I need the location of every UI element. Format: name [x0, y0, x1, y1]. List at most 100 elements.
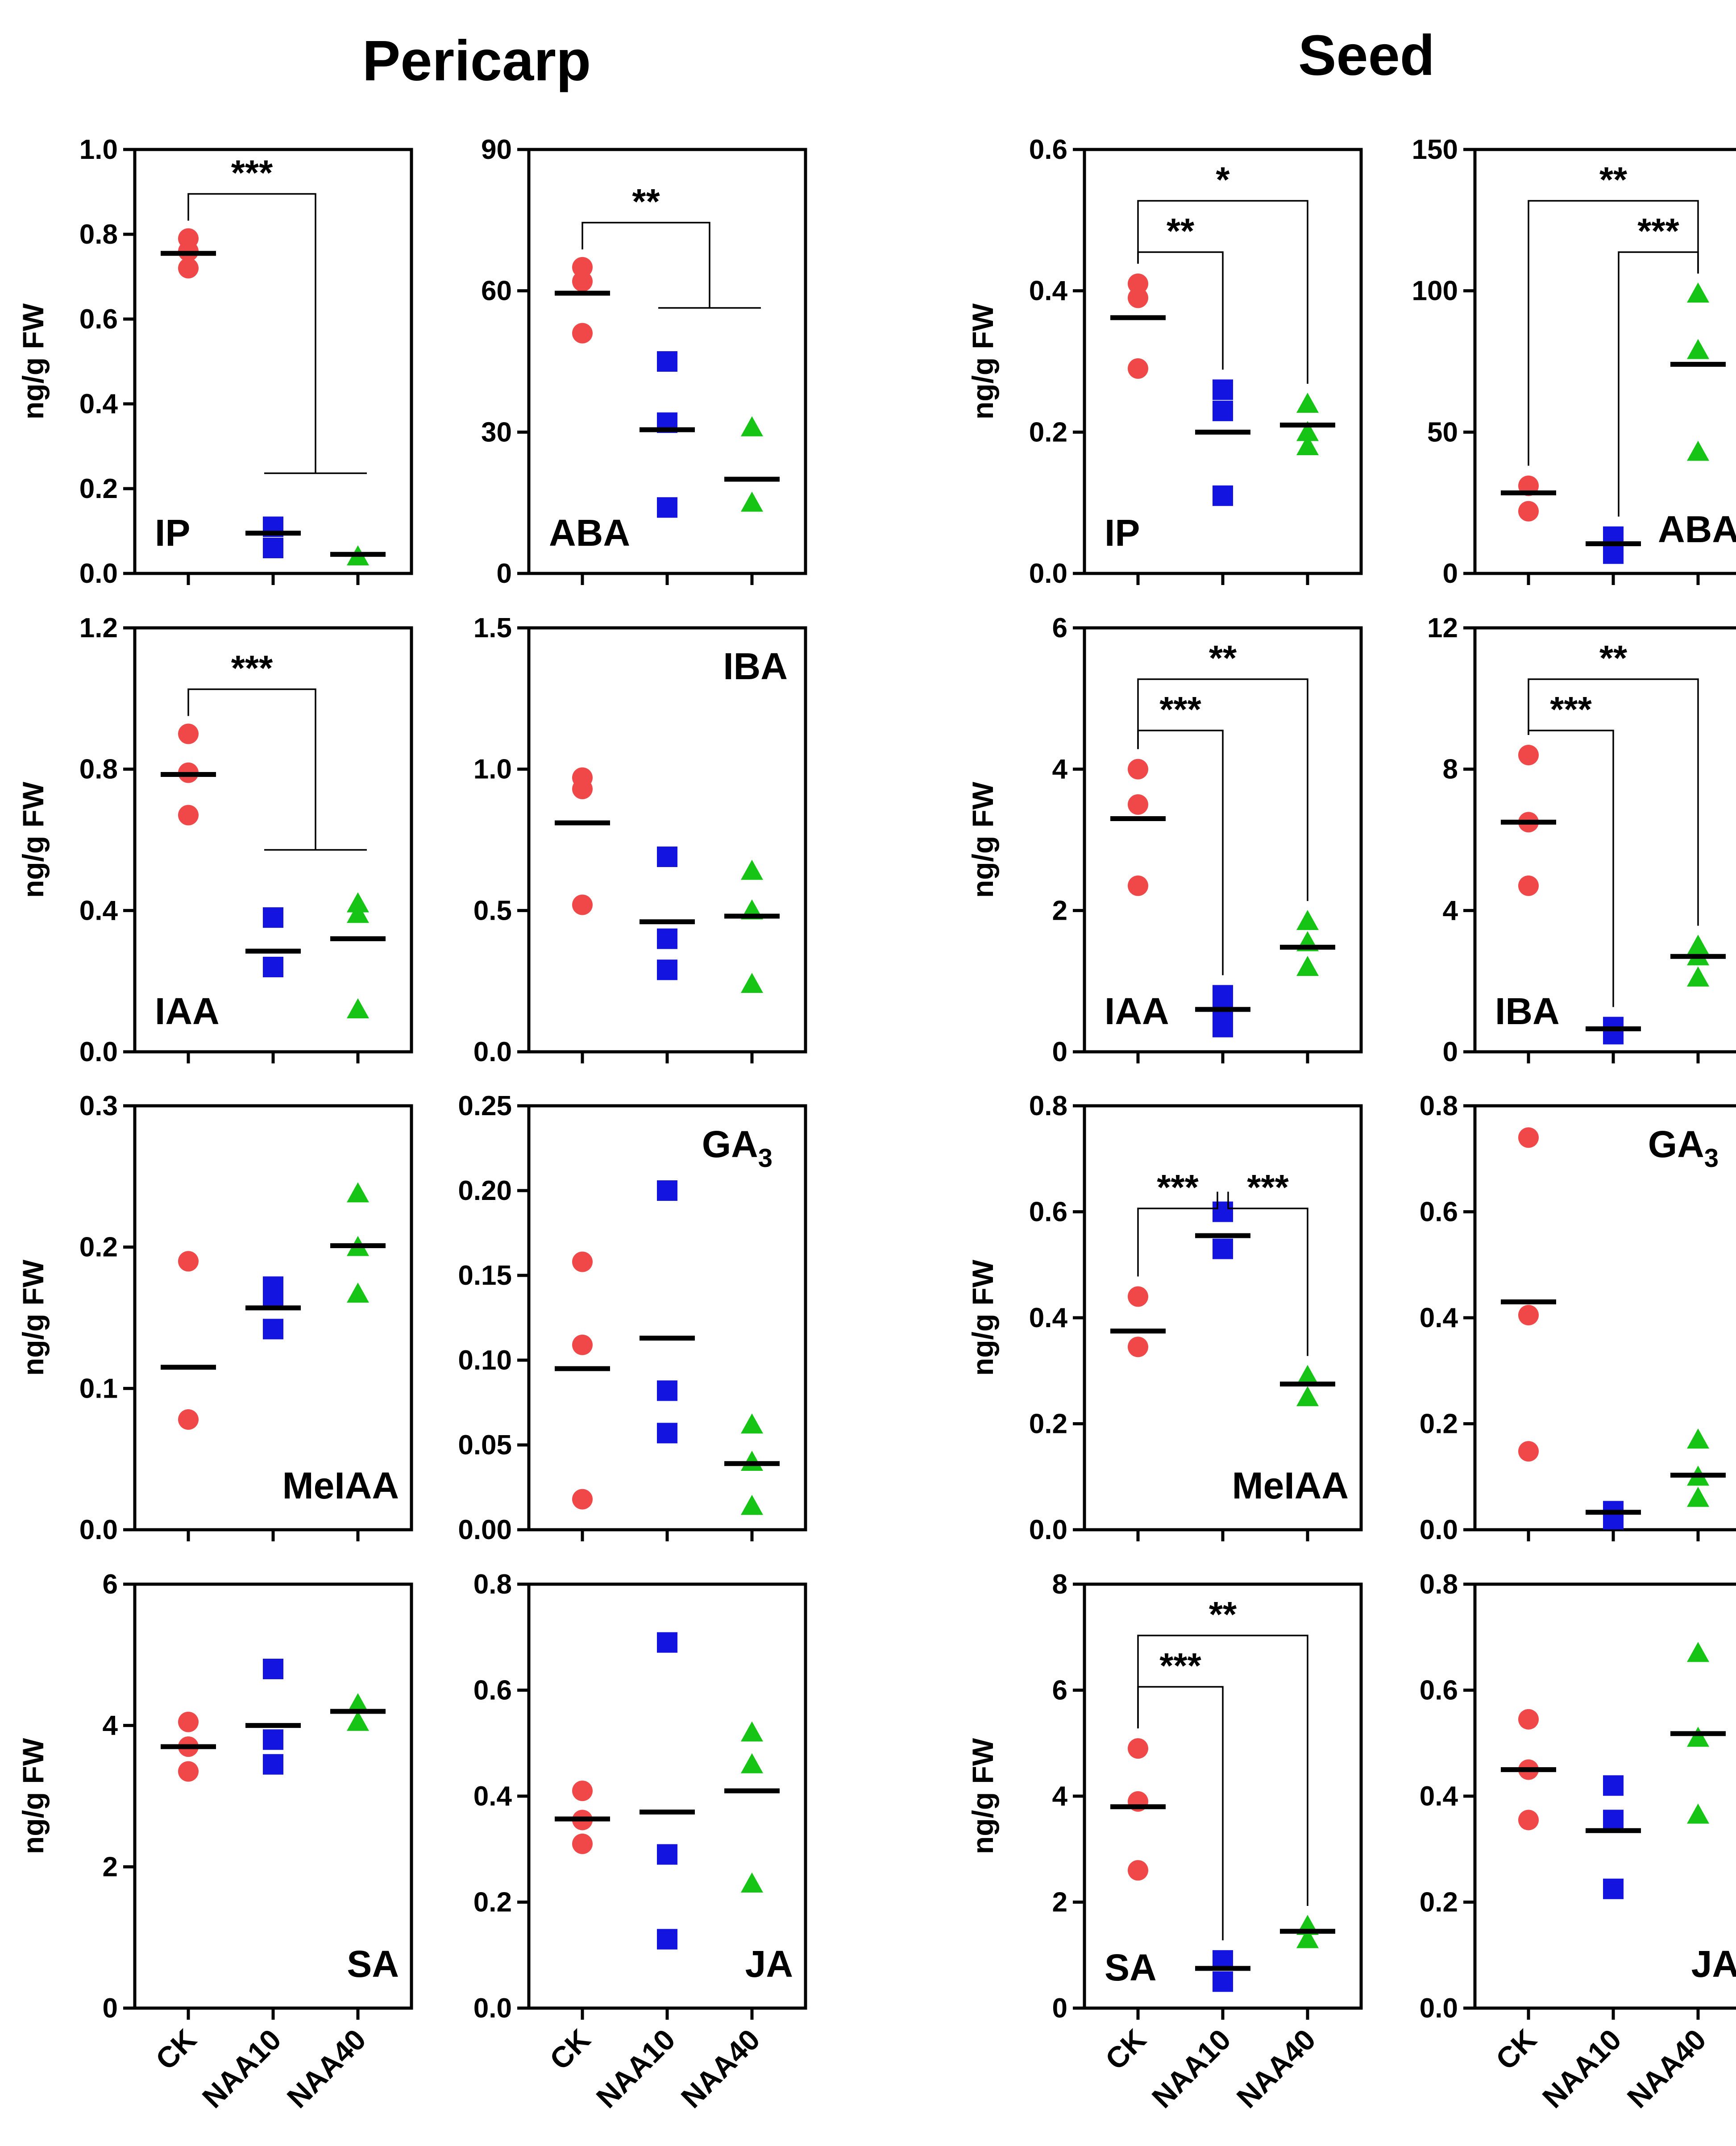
data-point-naa40 — [1296, 421, 1319, 441]
panel-pericarp-ga3: 0.00 0.05 0.10 0.15 0.20 0.25 GA3 — [458, 1091, 807, 1545]
data-point-naa40 — [347, 998, 369, 1018]
data-point-naa40 — [1687, 1803, 1709, 1824]
y-tick-label: 0.2 — [1420, 1887, 1458, 1918]
hormone-label: GA3 — [702, 1123, 772, 1173]
data-point-naa40 — [741, 491, 763, 512]
y-tick-label: 0.4 — [1029, 1303, 1068, 1333]
data-point-naa40 — [1687, 1428, 1709, 1449]
data-point-ck — [1128, 875, 1148, 896]
hormone-label: IBA — [1495, 990, 1560, 1032]
hormone-label: MeIAA — [1232, 1465, 1349, 1507]
data-point-ck — [572, 1489, 593, 1510]
significance-bracket — [1137, 1635, 1308, 1906]
y-tick-label: 1.0 — [473, 754, 512, 785]
data-point-ck — [572, 1781, 593, 1801]
data-point-ck — [178, 1409, 199, 1430]
category-label-naa40: NAA40 — [1621, 2023, 1712, 2114]
category-label-naa10: NAA10 — [196, 2023, 287, 2114]
y-axis-label: ng/g FW — [17, 1259, 50, 1376]
data-point-ck — [178, 1761, 199, 1782]
data-point-naa40 — [347, 903, 369, 923]
category-label-naa40: NAA40 — [281, 2023, 372, 2114]
y-tick-label: 100 — [1412, 276, 1458, 307]
significance-bracket — [187, 193, 316, 473]
category-label-naa10: NAA10 — [1146, 2023, 1237, 2114]
data-point-naa40 — [1296, 435, 1319, 455]
category-label-naa40: NAA40 — [1230, 2023, 1322, 2114]
hormone-label: SA — [347, 1943, 399, 1985]
y-tick-label: 0.6 — [79, 304, 118, 335]
data-point-ck — [1518, 1810, 1539, 1831]
y-tick-label: 0.0 — [473, 1993, 512, 2024]
data-point-naa40 — [347, 1182, 369, 1203]
hormone-label: SA — [1105, 1947, 1157, 1988]
y-tick-label: 60 — [481, 276, 512, 307]
data-point-ck — [1128, 1738, 1148, 1759]
significance-label: ** — [1599, 160, 1628, 199]
y-tick-label: 0.3 — [79, 1091, 118, 1121]
data-point-naa10 — [1213, 485, 1233, 506]
y-axis-label: ng/g FW — [17, 303, 50, 419]
y-tick-label: 0 — [1052, 1037, 1067, 1067]
significance-label: *** — [231, 648, 273, 688]
data-point-ck — [1128, 759, 1148, 780]
y-tick-label: 0.0 — [79, 1037, 118, 1067]
data-point-naa40 — [347, 1283, 369, 1303]
data-point-naa40 — [1687, 934, 1709, 955]
data-point-naa40 — [1687, 1486, 1709, 1507]
significance-bracket — [581, 222, 710, 308]
data-point-naa40 — [1296, 1365, 1319, 1385]
significance-label: ** — [1599, 638, 1628, 678]
hormone-label: IP — [155, 512, 190, 554]
category-label-naa10: NAA10 — [590, 2023, 681, 2114]
y-tick-label: 0.8 — [1420, 1569, 1458, 1600]
y-tick-label: 0.4 — [1420, 1303, 1458, 1333]
data-point-naa10 — [1213, 379, 1233, 400]
data-point-ck — [572, 1334, 593, 1355]
data-point-naa10 — [657, 1844, 677, 1865]
y-tick-label: 4 — [1052, 1781, 1068, 1812]
data-point-naa40 — [1687, 1642, 1709, 1662]
y-tick-label: 0 — [497, 558, 512, 589]
data-point-naa40 — [1296, 956, 1319, 976]
y-tick-label: 2 — [1052, 1887, 1067, 1918]
data-point-naa10 — [1603, 1775, 1624, 1796]
data-point-naa40 — [347, 1693, 369, 1714]
data-point-ck — [572, 779, 593, 799]
y-tick-label: 0.8 — [1420, 1091, 1458, 1121]
y-tick-label: 6 — [1052, 1675, 1067, 1706]
data-point-ck — [1518, 1441, 1539, 1462]
data-point-naa40 — [741, 1413, 763, 1434]
data-point-naa10 — [657, 928, 677, 949]
hormone-label: JA — [745, 1943, 793, 1985]
panel-pericarp-meiaa: 0.0 0.1 0.2 0.3 ng/g FW MeIAA — [17, 1091, 413, 1545]
data-point-naa10 — [263, 1729, 283, 1750]
y-tick-label: 50 — [1427, 417, 1458, 448]
category-label-ck: CK — [1099, 2022, 1152, 2076]
significance-bracket — [1528, 730, 1614, 1007]
data-point-ck — [572, 894, 593, 915]
significance-label: *** — [1159, 1646, 1201, 1685]
data-point-ck — [1128, 287, 1148, 308]
data-point-ck — [178, 805, 199, 826]
data-point-naa40 — [741, 859, 763, 880]
category-label-ck: CK — [149, 2022, 203, 2076]
y-tick-label: 8 — [1443, 754, 1458, 785]
significance-label: ** — [1167, 211, 1195, 251]
data-point-naa10 — [657, 1180, 677, 1201]
y-tick-label: 0.6 — [1029, 134, 1067, 165]
category-label-ck: CK — [543, 2022, 597, 2076]
hormone-label: IAA — [155, 990, 220, 1032]
y-axis-label: ng/g FW — [966, 1738, 999, 1854]
y-tick-label: 8 — [1052, 1569, 1067, 1600]
data-point-naa10 — [263, 907, 283, 928]
y-tick-label: 0.2 — [473, 1887, 512, 1918]
y-axis-label: ng/g FW — [966, 781, 999, 898]
y-tick-label: 4 — [1052, 754, 1068, 785]
data-point-naa10 — [263, 1754, 283, 1775]
significance-label: *** — [1159, 689, 1201, 729]
y-tick-label: 0.1 — [79, 1373, 118, 1404]
significance-label: *** — [231, 153, 273, 193]
